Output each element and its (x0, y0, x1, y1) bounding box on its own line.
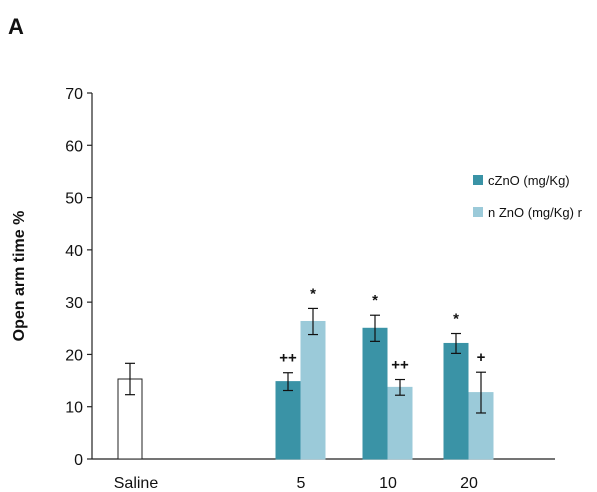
significance-label: ++ (391, 357, 409, 374)
bar (443, 342, 469, 460)
y-tick-label: 40 (65, 243, 83, 260)
x-tick-label: 10 (379, 475, 397, 492)
significance-label: ++ (279, 350, 297, 367)
panel-letter: A (8, 14, 24, 39)
x-tick-label: Saline (114, 475, 159, 492)
y-tick-label: 30 (65, 295, 83, 312)
legend-label: cZnO (mg/Kg) (488, 173, 570, 188)
y-tick-label: 0 (74, 452, 83, 469)
y-tick-label: 70 (65, 86, 83, 103)
significance-label: * (372, 292, 378, 309)
y-tick-label: 20 (65, 347, 83, 364)
y-tick-label: 10 (65, 400, 83, 417)
bar (275, 381, 301, 460)
legend: cZnO (mg/Kg) n ZnO (mg/Kg) r (473, 173, 583, 220)
bars: ++***++ + (117, 285, 494, 460)
x-tick-label: 5 (297, 475, 306, 492)
y-tick-label: 50 (65, 191, 83, 208)
bar (300, 320, 326, 460)
bar (387, 386, 413, 460)
legend-label: n ZnO (mg/Kg) r (488, 205, 583, 220)
bar (362, 327, 388, 460)
y-tick-label: 60 (65, 138, 83, 155)
significance-label: * (453, 311, 459, 328)
legend-swatch (473, 175, 483, 185)
legend-swatch (473, 207, 483, 217)
significance-label: + (477, 349, 486, 366)
y-axis-label: Open arm time % (11, 211, 28, 342)
x-tick-label: 20 (460, 475, 478, 492)
significance-label: * (310, 285, 316, 302)
axes: 0 10 20 30 40 50 60 70 Saline 5 10 20 (65, 86, 555, 492)
